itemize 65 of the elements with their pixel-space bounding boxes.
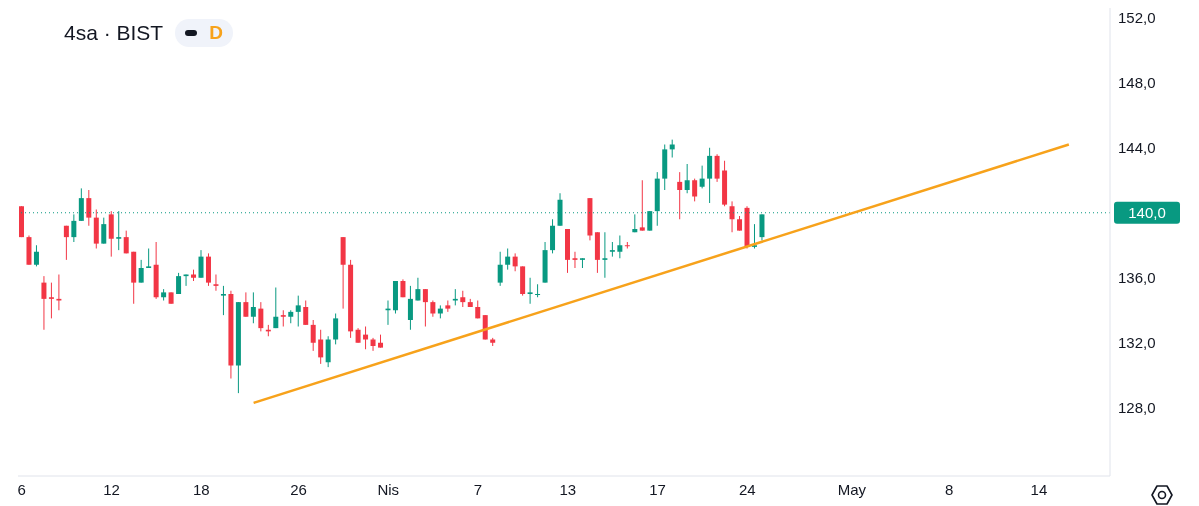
candlestick xyxy=(280,309,286,327)
candlestick xyxy=(258,301,264,332)
candlestick xyxy=(512,252,518,272)
annotation: D xyxy=(209,22,223,44)
candlestick xyxy=(407,285,413,331)
y-tick-label: 132,0 xyxy=(1118,334,1156,352)
x-tick-label: 18 xyxy=(192,480,210,498)
candlestick xyxy=(527,277,533,305)
candlestick xyxy=(639,179,645,232)
candlestick xyxy=(198,249,204,279)
candlestick xyxy=(250,291,256,324)
candlestick xyxy=(422,288,428,327)
candlestick xyxy=(602,231,608,279)
x-tick-label: 17 xyxy=(649,480,666,498)
candlestick xyxy=(56,274,62,311)
candlestick xyxy=(213,274,219,292)
candlestick xyxy=(497,251,503,287)
y-tick-label: 148,0 xyxy=(1118,74,1156,92)
candlestick xyxy=(415,277,421,301)
candlestick xyxy=(325,335,331,368)
x-tick-label: 13 xyxy=(559,480,577,498)
candlestick xyxy=(295,295,301,327)
candlestick xyxy=(48,282,54,319)
x-tick-label: Nis xyxy=(377,480,400,498)
candlestick xyxy=(370,337,376,352)
x-tick-label: 26 xyxy=(290,480,307,498)
candlestick xyxy=(505,248,511,271)
candlestick xyxy=(333,313,339,345)
candlestick xyxy=(617,235,623,259)
candlestick xyxy=(33,244,39,267)
candlestick xyxy=(138,259,144,284)
y-tick-label: 144,0 xyxy=(1118,139,1156,157)
candlestick xyxy=(63,225,69,261)
x-tick-label: 6 xyxy=(17,480,26,498)
text: 4sa · BIST xyxy=(64,21,164,45)
candlestick xyxy=(318,329,324,365)
candlestick xyxy=(535,283,541,298)
candlestick xyxy=(699,165,705,189)
y-tick-label: 128,0 xyxy=(1118,399,1156,417)
x-tick-label: 24 xyxy=(738,480,756,498)
candlestick xyxy=(220,285,226,316)
candlestick xyxy=(572,251,578,269)
candlestick xyxy=(363,326,369,350)
x-tick-label: 7 xyxy=(473,480,483,498)
candlestick xyxy=(677,171,683,220)
candlestick xyxy=(86,189,92,227)
y-tick-label: 136,0 xyxy=(1118,269,1156,287)
candlestick xyxy=(101,217,107,245)
candlestick xyxy=(41,275,47,331)
ref-line-label: 140,0 xyxy=(1128,203,1166,221)
x-tick-label: 12 xyxy=(103,480,120,498)
candlestick xyxy=(692,178,698,202)
x-tick-label: 8 xyxy=(945,480,954,498)
y-tick-label: 152,0 xyxy=(1118,9,1156,27)
candlestick xyxy=(310,319,316,352)
x-tick-label: May xyxy=(837,480,867,498)
candlestick xyxy=(303,300,309,326)
candlestick xyxy=(243,291,249,318)
candlestick xyxy=(273,287,279,329)
candlestick xyxy=(707,147,713,204)
x-tick-label: 14 xyxy=(1030,480,1048,498)
candlestick xyxy=(729,200,735,233)
candlestick xyxy=(714,153,720,183)
candlestick xyxy=(684,163,690,194)
candlestick xyxy=(751,223,757,249)
